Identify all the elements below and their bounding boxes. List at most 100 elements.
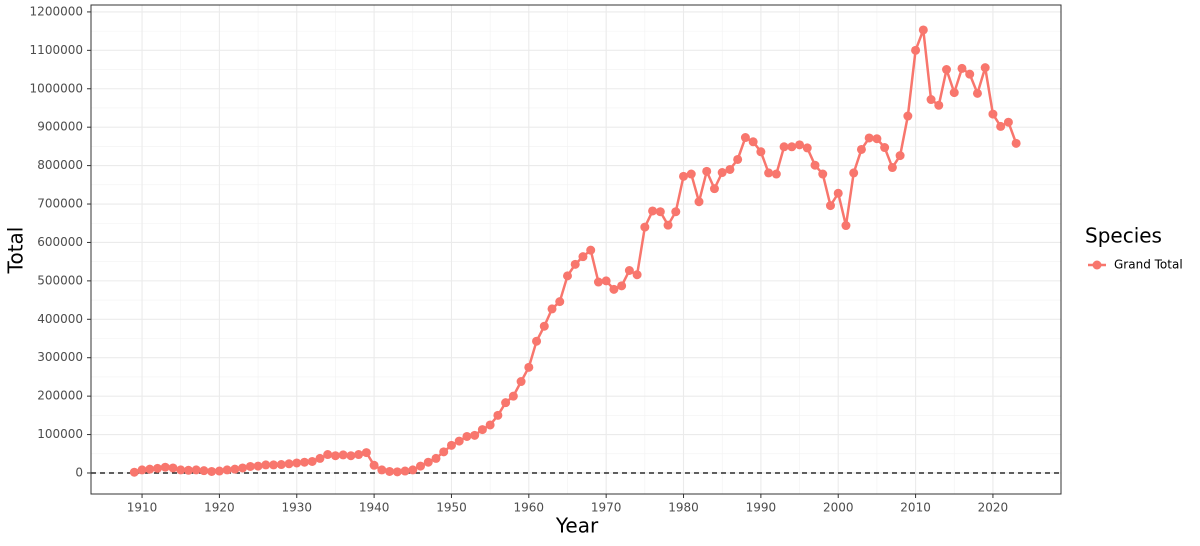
data-point xyxy=(176,465,186,475)
data-point xyxy=(385,466,395,476)
data-point xyxy=(160,462,170,472)
data-point xyxy=(609,284,619,294)
y-tick-label: 1000000 xyxy=(30,81,83,95)
data-point xyxy=(934,100,944,110)
data-point xyxy=(988,109,998,119)
y-tick-label: 900000 xyxy=(37,120,83,134)
data-point xyxy=(810,160,820,170)
data-point xyxy=(307,456,317,466)
data-point xyxy=(238,463,248,473)
data-point xyxy=(918,25,928,35)
data-point xyxy=(903,111,913,121)
data-point xyxy=(764,168,774,178)
data-point xyxy=(400,466,410,476)
data-point xyxy=(439,447,449,457)
data-point xyxy=(694,197,704,207)
data-point xyxy=(462,431,472,441)
data-point xyxy=(416,461,426,471)
data-point xyxy=(493,410,503,420)
data-point xyxy=(377,465,387,475)
data-point xyxy=(539,321,549,331)
data-point xyxy=(864,133,874,143)
data-point xyxy=(717,168,727,178)
data-point xyxy=(207,466,217,476)
y-tick-label: 1200000 xyxy=(30,4,83,18)
y-tick-label: 1100000 xyxy=(30,43,83,57)
data-point xyxy=(725,164,735,174)
data-point xyxy=(454,436,464,446)
legend-marker xyxy=(1092,260,1102,270)
data-point xyxy=(299,457,309,467)
data-point xyxy=(524,362,534,372)
x-tick-label: 1950 xyxy=(436,501,467,515)
data-point xyxy=(508,391,518,401)
data-point xyxy=(532,336,542,346)
data-point xyxy=(996,121,1006,131)
x-tick-label: 2020 xyxy=(978,501,1009,515)
data-point xyxy=(562,271,572,281)
data-point xyxy=(686,169,696,179)
y-tick-label: 300000 xyxy=(37,350,83,364)
data-point xyxy=(872,134,882,144)
x-tick-label: 1980 xyxy=(668,501,699,515)
data-point xyxy=(593,277,603,287)
data-point xyxy=(501,398,511,408)
y-tick-label: 500000 xyxy=(37,273,83,287)
data-point xyxy=(446,440,456,450)
data-point xyxy=(795,140,805,150)
data-point xyxy=(771,169,781,179)
data-point xyxy=(733,154,743,164)
data-point xyxy=(849,168,859,178)
data-point xyxy=(942,65,952,75)
data-point xyxy=(648,206,658,216)
data-point xyxy=(214,466,224,476)
data-point xyxy=(222,465,232,475)
data-point xyxy=(887,163,897,173)
x-tick-label: 1990 xyxy=(746,501,777,515)
y-tick-label: 600000 xyxy=(37,235,83,249)
data-point xyxy=(980,63,990,73)
data-point xyxy=(949,88,959,98)
x-tick-label: 2000 xyxy=(823,501,854,515)
data-point xyxy=(911,45,921,55)
x-tick-label: 1960 xyxy=(514,501,545,515)
x-tick-label: 1920 xyxy=(204,501,235,515)
data-point xyxy=(601,276,611,286)
data-point xyxy=(292,458,302,468)
data-point xyxy=(624,265,634,275)
data-point xyxy=(802,143,812,153)
data-point xyxy=(841,221,851,231)
data-point xyxy=(640,222,650,232)
data-point xyxy=(470,430,480,440)
data-point xyxy=(578,252,588,262)
x-tick-label: 1970 xyxy=(591,501,622,515)
data-point xyxy=(330,451,340,461)
data-point xyxy=(833,188,843,198)
data-point xyxy=(818,169,828,179)
y-tick-label: 400000 xyxy=(37,312,83,326)
data-point xyxy=(663,220,673,230)
x-axis-title: Year xyxy=(555,514,599,538)
data-point xyxy=(740,133,750,143)
x-tick-label: 1910 xyxy=(127,501,158,515)
data-point xyxy=(199,466,209,476)
data-point xyxy=(586,245,596,255)
data-point xyxy=(756,147,766,157)
data-point xyxy=(709,184,719,194)
y-tick-label: 200000 xyxy=(37,389,83,403)
data-point xyxy=(1011,138,1021,148)
data-point xyxy=(632,270,642,280)
data-point xyxy=(617,281,627,291)
data-point xyxy=(269,460,279,470)
data-point xyxy=(702,166,712,176)
data-point xyxy=(323,450,333,460)
y-tick-label: 700000 xyxy=(37,197,83,211)
data-point xyxy=(787,142,797,152)
data-point xyxy=(880,143,890,153)
data-point xyxy=(408,465,418,475)
data-point xyxy=(369,460,379,470)
plot-panel xyxy=(91,5,1061,494)
data-point xyxy=(245,461,255,471)
data-point xyxy=(392,467,402,477)
data-point xyxy=(129,467,139,477)
